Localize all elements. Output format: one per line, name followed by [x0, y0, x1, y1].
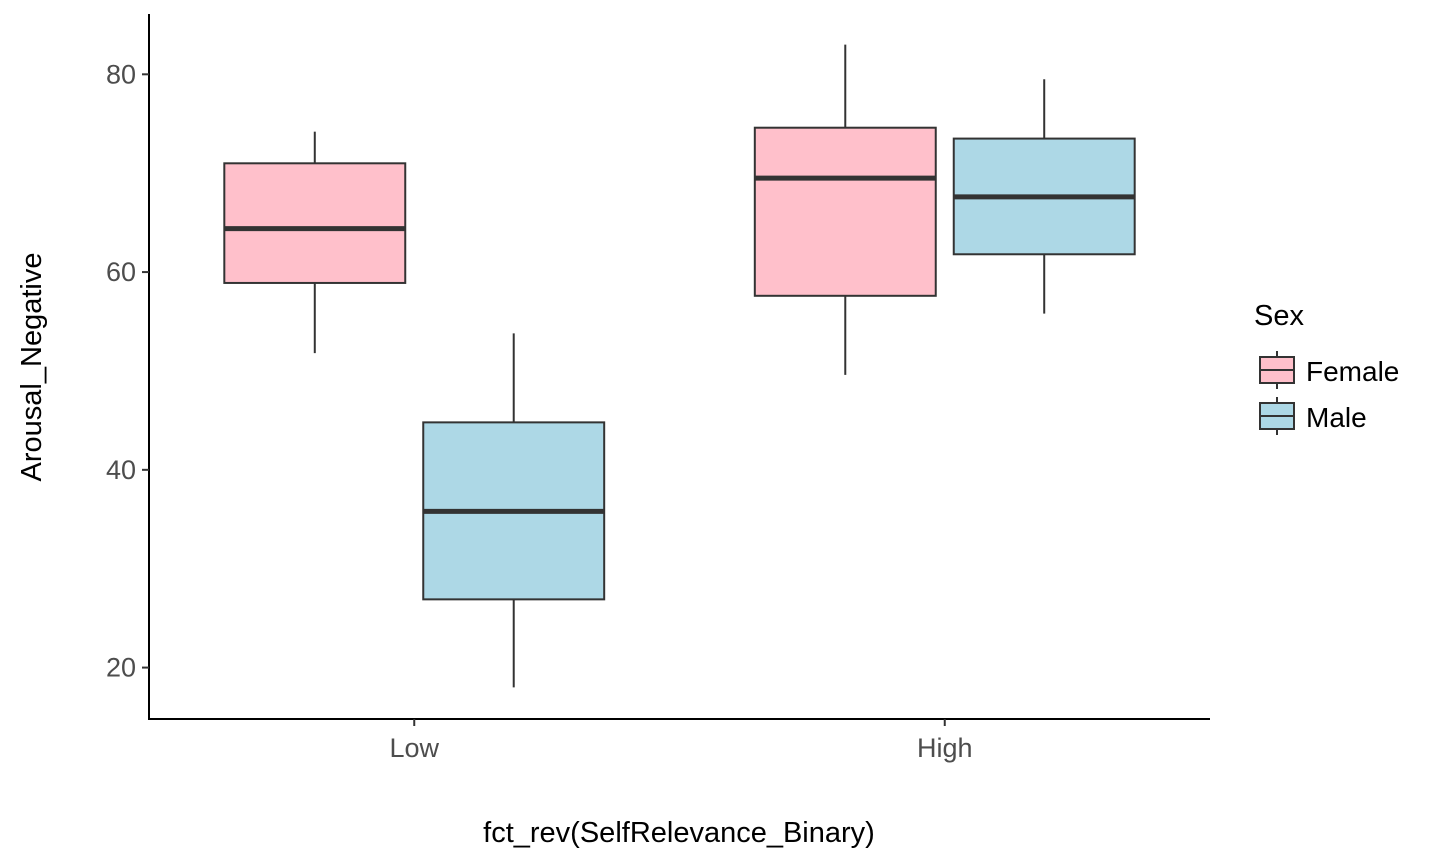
x-axis-ticks: Low High [389, 719, 973, 763]
y-tick-label: 40 [106, 455, 136, 485]
box-female-low [223, 131, 407, 354]
box-male-low [422, 333, 606, 688]
legend-item-male: Male [1259, 397, 1367, 435]
legend: Sex Female Male [1254, 300, 1399, 435]
y-axis-ticks: 20 40 60 80 [106, 59, 149, 683]
legend-label: Female [1306, 356, 1399, 387]
y-axis-title: Arousal_Negative [16, 253, 48, 482]
box-male-high [952, 79, 1136, 314]
box-female-high [753, 44, 937, 375]
iqr-box [753, 126, 937, 297]
legend-label: Male [1306, 402, 1367, 433]
iqr-box [223, 162, 407, 284]
legend-title: Sex [1254, 300, 1304, 332]
plot-area [223, 44, 1136, 688]
x-tick-label-high: High [917, 733, 973, 763]
y-tick-label: 60 [106, 257, 136, 287]
x-axis-title: fct_rev(SelfRelevance_Binary) [483, 817, 875, 849]
y-tick-label: 20 [106, 653, 136, 683]
x-tick-label-low: Low [389, 733, 439, 763]
legend-item-female: Female [1259, 351, 1399, 389]
y-tick-label: 80 [106, 59, 136, 89]
